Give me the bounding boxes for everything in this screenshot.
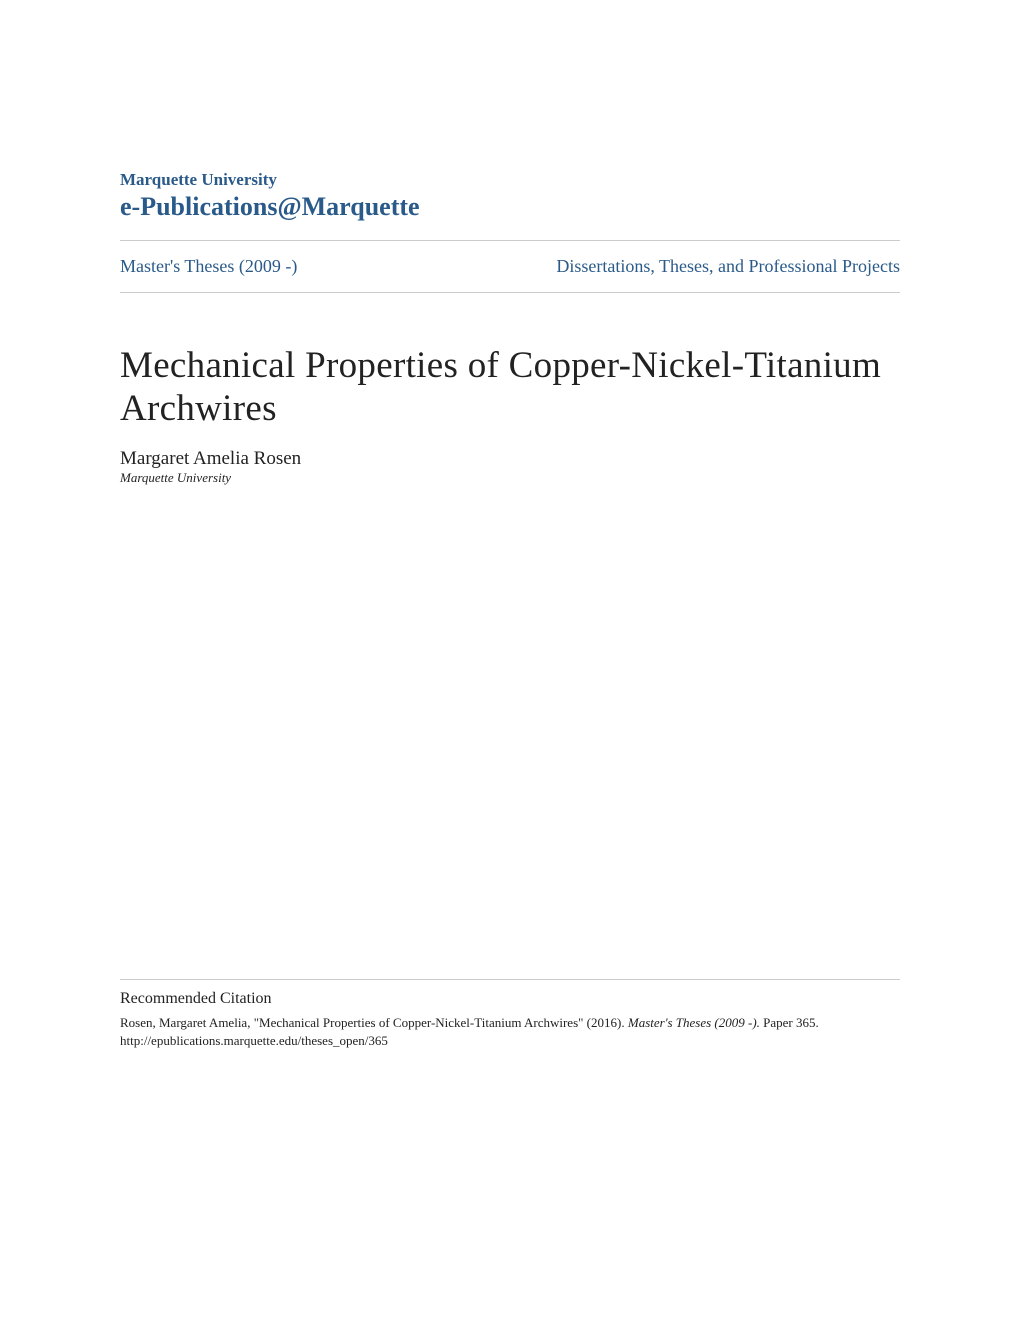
nav-left-link[interactable]: Master's Theses (2009 -)	[120, 256, 297, 277]
author-affiliation: Marquette University	[120, 470, 900, 486]
content-spacer	[120, 486, 900, 969]
header-section: Marquette University e-Publications@Marq…	[120, 170, 900, 222]
citation-italic: Master's Theses (2009 -).	[628, 1015, 760, 1030]
citation-url: http://epublications.marquette.edu/these…	[120, 1033, 388, 1048]
citation-label: Recommended Citation	[120, 990, 900, 1008]
citation-part1: Rosen, Margaret Amelia, "Mechanical Prop…	[120, 1015, 628, 1030]
citation-section: Recommended Citation Rosen, Margaret Ame…	[120, 969, 900, 1260]
university-name[interactable]: Marquette University	[120, 170, 900, 190]
divider-bottom	[120, 292, 900, 293]
citation-divider	[120, 979, 900, 980]
citation-text: Rosen, Margaret Amelia, "Mechanical Prop…	[120, 1014, 900, 1050]
nav-row: Master's Theses (2009 -) Dissertations, …	[120, 251, 900, 282]
document-title: Mechanical Properties of Copper-Nickel-T…	[120, 345, 900, 430]
citation-part2: Paper 365.	[760, 1015, 819, 1030]
divider-top	[120, 240, 900, 241]
author-name: Margaret Amelia Rosen	[120, 448, 900, 470]
nav-right-link[interactable]: Dissertations, Theses, and Professional …	[556, 256, 900, 277]
site-name[interactable]: e-Publications@Marquette	[120, 192, 900, 222]
page-container: Marquette University e-Publications@Marq…	[0, 0, 1020, 1320]
